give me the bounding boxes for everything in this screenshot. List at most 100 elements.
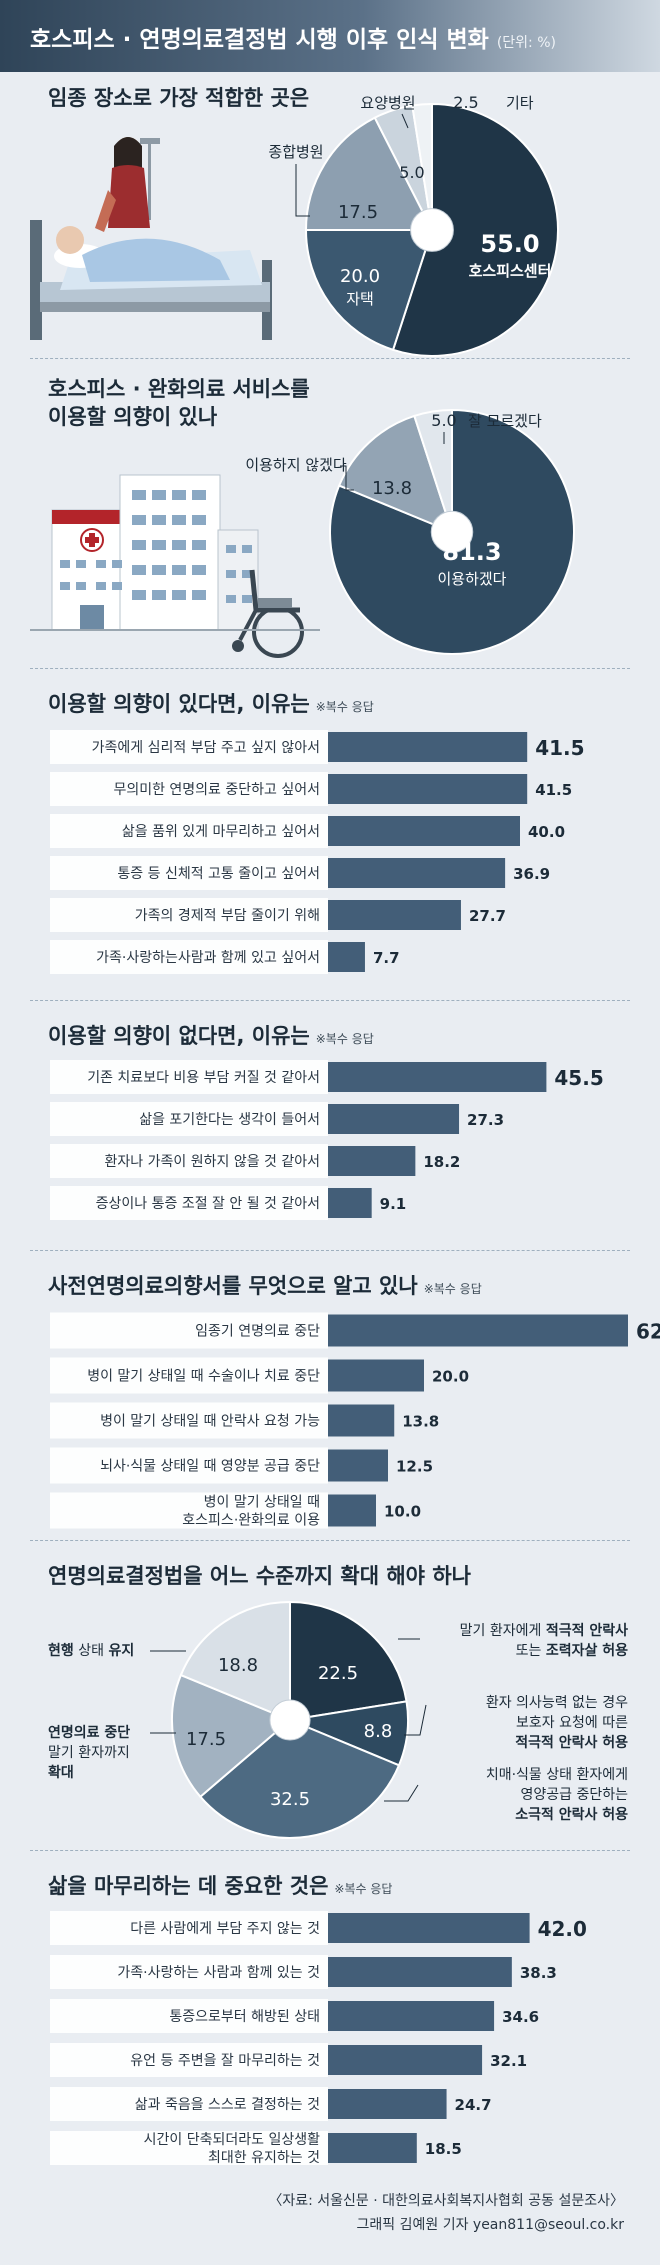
bar bbox=[328, 858, 506, 888]
category-label-box bbox=[50, 1357, 328, 1394]
section5-title: 사전연명의료의향서를 무엇으로 알고 있나 ※복수 응답 bbox=[48, 1274, 482, 1298]
pie-slice-label: 치매·식물 상태 환자에게 bbox=[486, 1767, 628, 1783]
bar bbox=[328, 1359, 424, 1392]
bar bbox=[328, 2045, 483, 2075]
bar bbox=[328, 2001, 495, 2031]
pie-slice-label: 확대 bbox=[48, 1764, 74, 1781]
label-part: 말기 환자에게 bbox=[460, 1623, 546, 1639]
label-part: 상태 bbox=[74, 1643, 109, 1659]
footer: 〈자료: 서울신문 · 대한의료사회복지사협회 공동 설문조사〉 그래픽 김예원… bbox=[0, 2190, 660, 2234]
bar bbox=[328, 774, 528, 804]
pie-value-label: 55.0 bbox=[480, 230, 539, 258]
category-label-box bbox=[50, 1911, 328, 1945]
bar bbox=[328, 900, 461, 930]
data-label: 36.9 bbox=[513, 865, 550, 883]
category-label: 통증으로부터 해방된 상태 bbox=[169, 2009, 320, 2025]
category-label-box bbox=[50, 814, 328, 848]
category-label-box bbox=[50, 1955, 328, 1989]
pie-slice-label: 잘 모르겠다 bbox=[468, 412, 542, 430]
page-title: 호스피스 · 연명의료결정법 시행 이후 인식 변화 (단위: %) bbox=[30, 27, 556, 53]
bar bbox=[328, 1957, 512, 1987]
section-divider bbox=[30, 1250, 630, 1251]
category-label-box bbox=[50, 1186, 328, 1220]
bar bbox=[328, 1188, 372, 1218]
bar bbox=[328, 1404, 395, 1437]
pie-slice-label: 말기 환자까지 bbox=[48, 1745, 130, 1761]
category-label-box bbox=[50, 1447, 328, 1484]
bar bbox=[328, 1104, 460, 1134]
pie-value-label: 13.8 bbox=[372, 478, 412, 499]
category-label: 가족의 경제적 부담 줄이기 위해 bbox=[135, 908, 320, 924]
section2-title: 호스피스 · 완화의료 서비스를 이용할 의향이 있나 bbox=[48, 375, 318, 431]
pie-slice-label: 적극적 안락사 허용 bbox=[515, 1734, 628, 1751]
pie-slice-label: 종합병원 bbox=[268, 143, 323, 161]
category-label: 호스피스·완화의료 이용 bbox=[182, 1513, 320, 1529]
section-divider bbox=[30, 1000, 630, 1001]
pie-value-label: 5.0 bbox=[431, 411, 456, 430]
label-part: 적극적 안락사 bbox=[546, 1622, 628, 1639]
category-label-box bbox=[50, 1060, 328, 1094]
category-label-box bbox=[50, 730, 328, 764]
category-label: 가족·사랑하는 사람과 함께 있는 것 bbox=[117, 1965, 320, 1981]
data-label: 34.6 bbox=[502, 2008, 539, 2026]
section1-title: 임종 장소로 가장 적합한 곳은 bbox=[48, 86, 310, 110]
bar bbox=[328, 816, 520, 846]
unit-label: (단위: %) bbox=[496, 35, 556, 51]
category-label: 통증 등 신체적 고통 줄이고 싶어서 bbox=[117, 866, 320, 882]
data-label: 18.5 bbox=[425, 2140, 462, 2158]
category-label: 임종기 연명의료 중단 bbox=[195, 1324, 320, 1340]
pie-value-label: 8.8 bbox=[364, 1721, 393, 1742]
category-label: 병이 말기 상태일 때 안락사 요청 가능 bbox=[100, 1414, 320, 1430]
data-label: 45.5 bbox=[554, 1066, 603, 1090]
data-label: 62.5 bbox=[636, 1320, 660, 1344]
data-label: 18.2 bbox=[423, 1153, 460, 1171]
pie-slice bbox=[179, 1600, 291, 1722]
pie-slice bbox=[304, 116, 434, 231]
pie-slice-label: 기타 bbox=[506, 94, 534, 112]
pie-center-hole bbox=[430, 510, 474, 554]
pie-slice bbox=[198, 1718, 401, 1839]
bar-chart-reasons-use: 가족에게 심리적 부담 주고 싶지 않아서 41.5 무의미한 연명의료 중단하고 … bbox=[50, 730, 585, 974]
category-label: 뇌사·식물 상태일 때 영양분 공급 중단 bbox=[100, 1459, 320, 1475]
pie-slice-label: 소극적 안락사 허용 bbox=[515, 1806, 628, 1823]
bar-chart-reasons-not-use: 기존 치료보다 비용 부담 커질 것 같아서 45.5 삶을 포기한다는 생각이 들… bbox=[50, 1060, 604, 1220]
bar bbox=[328, 2133, 417, 2163]
pie-slice-label: 영양공급 중단하는 bbox=[521, 1787, 629, 1803]
category-label-box bbox=[50, 2087, 328, 2121]
hospital-building-illustration bbox=[30, 474, 320, 658]
leader-line bbox=[295, 164, 310, 217]
data-label: 13.8 bbox=[402, 1413, 439, 1431]
credit-note: 그래픽 김예원 기자 yean811@seoul.co.kr bbox=[356, 2217, 624, 2233]
bar bbox=[328, 2089, 447, 2119]
category-label-box bbox=[50, 1402, 328, 1439]
data-label: 38.3 bbox=[520, 1964, 557, 1982]
pie-slice-label: 요양병원 bbox=[360, 94, 415, 112]
category-label-box bbox=[50, 1312, 328, 1349]
label-part: 현행 bbox=[48, 1643, 74, 1659]
pie-slice bbox=[304, 229, 434, 352]
leader-line bbox=[404, 1704, 427, 1736]
data-label: 9.1 bbox=[380, 1195, 407, 1213]
pie-chart-hospice-intent: 81.3 이용하겠다 13.8 이용하지 않겠다 5.0 잘 모르겠다 bbox=[245, 408, 575, 655]
section4-title: 이용할 의향이 없다면, 이유는 ※복수 응답 bbox=[48, 1024, 374, 1048]
category-label-box bbox=[50, 2043, 328, 2077]
pie-value-label: 17.5 bbox=[186, 1729, 226, 1750]
pie-value-label: 18.8 bbox=[218, 1655, 258, 1676]
category-label: 최대한 유지하는 것 bbox=[208, 2150, 320, 2166]
pie-slice bbox=[289, 1600, 408, 1722]
category-label: 삶을 품위 있게 마무리하고 싶어서 bbox=[122, 824, 320, 840]
hospital-bed-illustration bbox=[30, 137, 272, 340]
category-label: 삶을 포기한다는 생각이 들어서 bbox=[139, 1112, 320, 1128]
data-label: 41.5 bbox=[535, 781, 572, 799]
pie-value-label: 20.0 bbox=[340, 266, 380, 287]
category-label: 시간이 단축되더라도 일상생활 bbox=[144, 2132, 320, 2148]
category-label-box bbox=[50, 1144, 328, 1178]
category-label: 병이 말기 상태일 때 수술이나 치료 중단 bbox=[87, 1369, 320, 1385]
bar bbox=[328, 1494, 376, 1527]
pie-value-label: 2.5 bbox=[453, 93, 478, 112]
pie-slice bbox=[413, 408, 453, 533]
category-label-box bbox=[50, 772, 328, 806]
pie-slice-label: 호스피스센터 bbox=[469, 262, 552, 280]
data-label: 12.5 bbox=[396, 1458, 433, 1476]
pie-slice-label: 연명의료 중단 bbox=[48, 1724, 130, 1741]
